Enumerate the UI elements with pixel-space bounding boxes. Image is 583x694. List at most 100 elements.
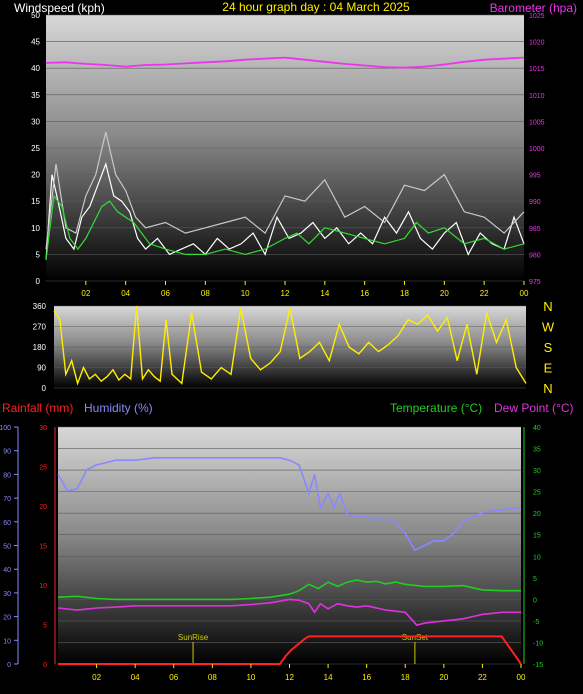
humidity-y-tick-label: 50 [3,544,11,551]
temperature-y-ticks: -15 -10 -5 0 5 10 15 20 25 30 35 40 [523,425,543,669]
climate-x-tick-label: 00 [517,673,526,682]
wind-y-tick-label: 45 [31,38,40,47]
temperature-y-tick-label: -10 [533,640,543,647]
compass-label: S [544,340,553,355]
humidity-y-ticks: 0 10 20 30 40 50 60 70 80 90 100 [0,425,19,669]
climate-x-tick-label: 04 [131,673,140,682]
rain-y-tick-label: 15 [39,544,47,551]
climate-panel-background [58,427,521,664]
climate-x-ticks: 02 04 06 08 10 12 14 16 18 20 22 00 [92,664,526,682]
wind-axis-label: Windspeed (kph) [14,1,105,15]
sun-marker-label: SunSet [402,633,429,642]
rain-y-tick-label: 0 [43,662,47,669]
direction-y-ticks: 0 90 180 270 360 [33,302,47,393]
humidity-y-tick-label: 10 [3,638,11,645]
compass-label: W [542,320,555,335]
rainfall-axis-label: Rainfall (mm) [2,401,73,415]
series-line-humidity [57,456,522,552]
barometer-y-tick-label: 990 [529,199,541,206]
barometer-y-tick-label: 1000 [529,146,545,153]
compass-label: N [543,299,552,314]
series-line-avg [45,194,525,260]
wind-y-tick-label: 5 [36,250,41,259]
wind-y-tick-label: 10 [31,224,40,233]
temperature-y-tick-label: 20 [533,511,541,518]
humidity-y-tick-label: 20 [3,615,11,622]
sun-markers: SunRise SunSet [178,633,429,664]
climate-x-tick-label: 16 [362,673,371,682]
humidity-y-tick-label: 100 [0,425,11,432]
series-line-dewpoint [57,598,521,627]
direction-series [53,305,527,386]
rain-y-ticks: 0 5 10 15 20 25 30 [39,425,56,669]
direction-y-tick-label: 180 [33,343,47,352]
wind-x-tick-label: 00 [520,289,529,298]
humidity-y-tick-label: 90 [3,449,11,456]
wind-y-tick-label: 40 [31,64,40,73]
direction-y-tick-label: 90 [37,364,46,373]
temperature-y-tick-label: 30 [533,468,541,475]
barometer-y-tick-label: 1010 [529,93,545,100]
rain-y-tick-label: 10 [39,583,47,590]
humidity-y-tick-label: 30 [3,591,11,598]
barometer-y-tick-label: 980 [529,252,541,259]
wind-x-tick-label: 04 [121,289,130,298]
climate-x-tick-label: 02 [92,673,101,682]
barometer-y-tick-label: 975 [529,279,541,286]
temperature-y-tick-label: -5 [533,619,539,626]
barometer-y-tick-label: 1025 [529,13,545,20]
barometer-y-tick-label: 985 [529,226,541,233]
sun-marker-label: SunRise [178,633,209,642]
temperature-y-tick-label: 40 [533,425,541,432]
series-line-direction [53,305,527,386]
rain-y-tick-label: 5 [43,623,47,630]
wind-x-tick-label: 22 [480,289,489,298]
wind-x-tick-label: 08 [201,289,210,298]
wind-y-ticks: 0 5 10 15 20 25 30 35 40 45 50 [31,11,40,286]
rain-y-tick-label: 25 [39,465,47,472]
barometer-y-tick-label: 1015 [529,66,545,73]
humidity-y-tick-label: 70 [3,496,11,503]
climate-x-tick-label: 10 [246,673,255,682]
humidity-axis-label: Humidity (%) [84,401,153,415]
wind-y-tick-label: 35 [31,91,40,100]
wind-x-tick-label: 20 [440,289,449,298]
climate-x-tick-label: 06 [169,673,178,682]
compass-label: E [544,361,553,376]
direction-y-tick-label: 0 [42,384,47,393]
wind-series [45,56,525,260]
graph-title: 24 hour graph day : 04 March 2025 [222,0,410,14]
climate-x-tick-label: 14 [324,673,333,682]
wind-y-tick-label: 15 [31,197,40,206]
temperature-y-tick-label: 0 [533,597,537,604]
humidity-y-tick-label: 0 [7,662,11,669]
barometer-y-tick-label: 1005 [529,119,545,126]
climate-x-tick-label: 08 [208,673,217,682]
compass-label: N [543,381,552,396]
series-line-barometer [45,56,525,69]
barometer-y-ticks: 975 980 985 990 995 1000 1005 1010 1015 1020 1025 [529,13,545,286]
barometer-axis-label: Barometer (hpa) [490,1,577,15]
temperature-y-tick-label: 35 [533,447,541,454]
barometer-y-tick-label: 1020 [529,40,545,47]
direction-y-tick-label: 270 [33,323,47,332]
temperature-y-tick-label: 5 [533,576,537,583]
series-line-gust [45,131,525,250]
temperature-axis-label: Temperature (°C) [390,401,482,415]
series-line-windspeed [45,161,525,260]
rain-y-tick-label: 20 [39,504,47,511]
series-line-temperature [57,579,521,601]
wind-x-ticks: 02 04 06 08 10 12 14 16 18 20 22 00 [81,281,529,298]
wind-y-tick-label: 30 [31,117,40,126]
rain-y-tick-label: 30 [39,425,47,432]
wind-y-tick-label: 20 [31,171,40,180]
climate-series [57,456,522,665]
wind-x-tick-label: 18 [400,289,409,298]
wind-x-tick-label: 02 [81,289,90,298]
climate-x-tick-label: 22 [478,673,487,682]
